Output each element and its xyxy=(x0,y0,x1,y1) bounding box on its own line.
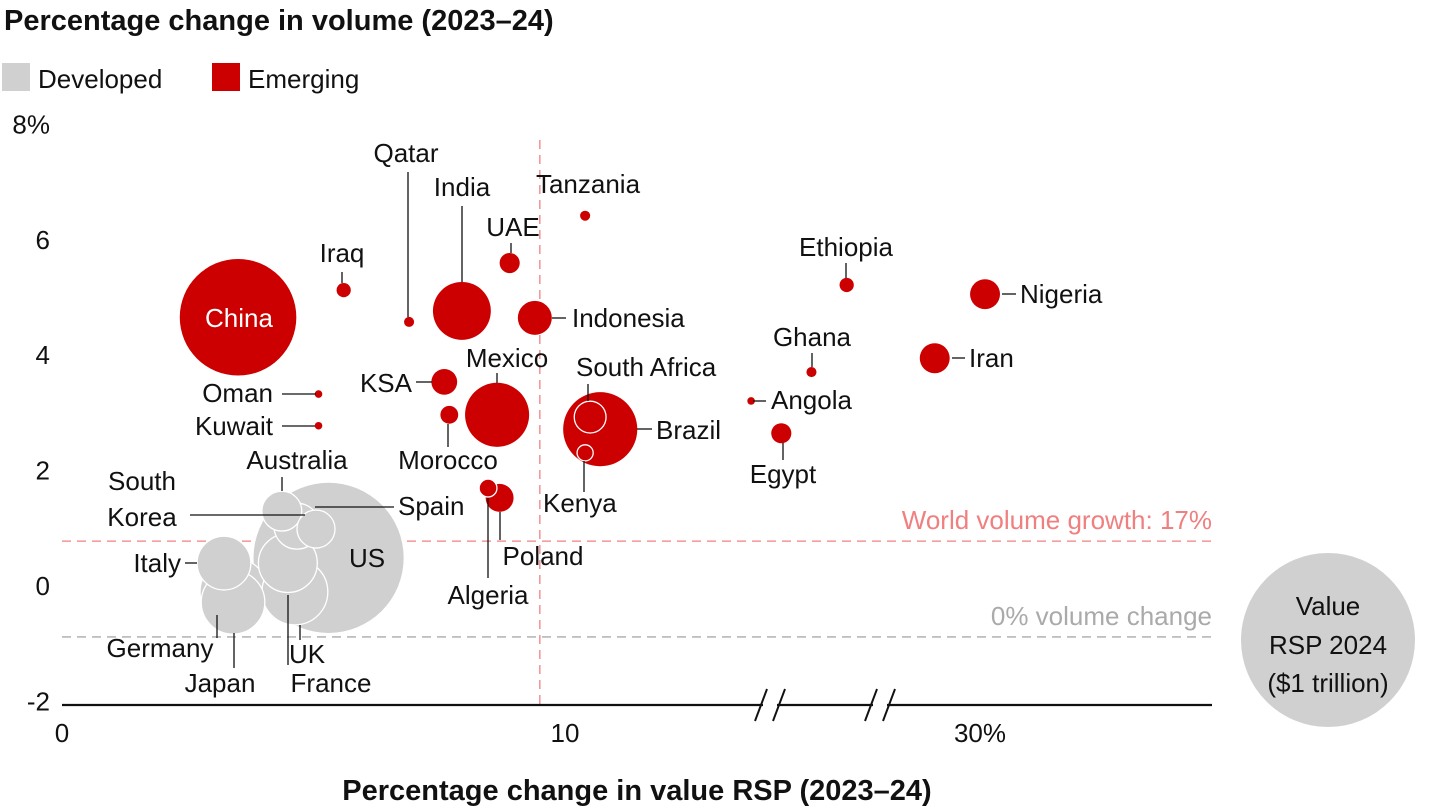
label-australia: Australia xyxy=(246,445,348,475)
y-tick-label: 4 xyxy=(36,340,50,370)
label-indonesia: Indonesia xyxy=(572,303,685,333)
bubble-spain xyxy=(296,509,336,549)
size-legend-line-3: ($1 trillion) xyxy=(1267,668,1388,698)
label-iran: Iran xyxy=(969,343,1014,373)
bubble-egypt xyxy=(771,423,792,444)
bubble-tanzania xyxy=(580,210,591,221)
label-south-africa: South Africa xyxy=(576,352,717,382)
y-axis-ticks: 8% 6 4 2 0 -2 xyxy=(12,109,50,716)
label-ethiopia: Ethiopia xyxy=(799,232,893,262)
bubble-italy xyxy=(196,535,252,591)
label-morocco: Morocco xyxy=(398,445,498,475)
label-china: China xyxy=(205,303,273,333)
size-legend-line-2: RSP 2024 xyxy=(1269,630,1387,660)
label-mexico: Mexico xyxy=(466,343,548,373)
label-japan: Japan xyxy=(185,668,256,698)
size-legend: Value RSP 2024 ($1 trillion) xyxy=(1241,553,1415,727)
axis-break-mark xyxy=(754,688,768,722)
x-tick-label: 10 xyxy=(551,718,580,748)
x-axis-title: Percentage change in value RSP (2023–24) xyxy=(342,775,931,807)
legend-swatch-emerging xyxy=(212,63,240,91)
axis-break-mark xyxy=(772,688,786,722)
bubble-qatar xyxy=(404,316,415,327)
x-tick-label: 30% xyxy=(954,718,1006,748)
label-qatar: Qatar xyxy=(373,138,438,168)
bubble-nigeria xyxy=(970,279,1000,310)
label-oman: Oman xyxy=(202,378,273,408)
label-spain: Spain xyxy=(398,491,465,521)
legend-swatch-developed xyxy=(2,63,30,91)
label-poland: Poland xyxy=(503,541,584,571)
label-germany: Germany xyxy=(107,633,214,663)
label-ghana: Ghana xyxy=(773,322,852,352)
reference-line-label: World volume growth: 17% xyxy=(902,505,1212,535)
bubble-angola xyxy=(747,397,755,405)
bubbles xyxy=(179,210,1000,635)
bubble-kenya xyxy=(576,444,594,462)
label-egypt: Egypt xyxy=(750,459,817,489)
y-tick-label: 8% xyxy=(12,109,50,139)
y-tick-label: 0 xyxy=(36,571,50,601)
label-kenya: Kenya xyxy=(543,488,617,518)
bubble-iran xyxy=(919,343,950,374)
label-iraq: Iraq xyxy=(320,238,365,268)
label-uk: UK xyxy=(289,639,326,669)
bubble-ksa xyxy=(431,369,458,395)
y-tick-label: -2 xyxy=(27,686,50,716)
chart-title: Percentage change in volume (2023–24) xyxy=(4,5,554,37)
label-france: France xyxy=(291,668,372,698)
label-uae: UAE xyxy=(486,212,539,242)
legend-label-emerging: Emerging xyxy=(248,64,359,94)
x-axis: 0 10 30% xyxy=(55,688,1212,748)
bubble-morocco xyxy=(440,405,459,424)
axis-break-mark xyxy=(882,688,896,722)
label-brazil: Brazil xyxy=(656,415,721,445)
label-italy: Italy xyxy=(133,548,181,578)
label-tanzania: Tanzania xyxy=(536,169,641,199)
axis-break-gap xyxy=(873,698,887,712)
label-us: US xyxy=(349,543,385,573)
y-tick-label: 6 xyxy=(36,225,50,255)
label-kuwait: Kuwait xyxy=(195,411,274,441)
label-india: India xyxy=(434,172,491,202)
reference-lines: World volume growth: 17% 0% volume change xyxy=(62,140,1212,705)
bubble-iraq xyxy=(336,283,351,298)
bubble-indonesia xyxy=(517,300,552,335)
axis-break-gap xyxy=(763,698,777,712)
legend-label-developed: Developed xyxy=(38,64,162,94)
label-algeria: Algeria xyxy=(448,580,529,610)
bubble-ethiopia xyxy=(839,277,854,293)
label-ksa: KSA xyxy=(360,368,413,398)
reference-line-label: 0% volume change xyxy=(991,601,1212,631)
bubble-kuwait xyxy=(314,421,323,430)
bubble-mexico xyxy=(465,382,530,447)
bubble-oman xyxy=(314,390,323,398)
x-tick-label: 0 xyxy=(55,718,69,748)
bubble-australia xyxy=(261,490,303,532)
y-tick-label: 2 xyxy=(36,456,50,486)
bubble-india xyxy=(432,281,491,340)
label-nigeria: Nigeria xyxy=(1020,279,1103,309)
axis-break-mark xyxy=(864,688,878,722)
label-south-korea: South Korea xyxy=(107,466,177,532)
legend: Developed Emerging xyxy=(2,63,359,94)
bubble-ghana xyxy=(806,367,817,378)
size-legend-bubble xyxy=(1241,553,1415,727)
bubble-uae xyxy=(499,252,520,274)
bubble-china xyxy=(179,258,297,376)
bubble-algeria xyxy=(478,478,498,498)
size-legend-line-1: Value xyxy=(1296,591,1361,621)
bubble-south-africa xyxy=(573,400,607,434)
label-angola: Angola xyxy=(771,385,852,415)
